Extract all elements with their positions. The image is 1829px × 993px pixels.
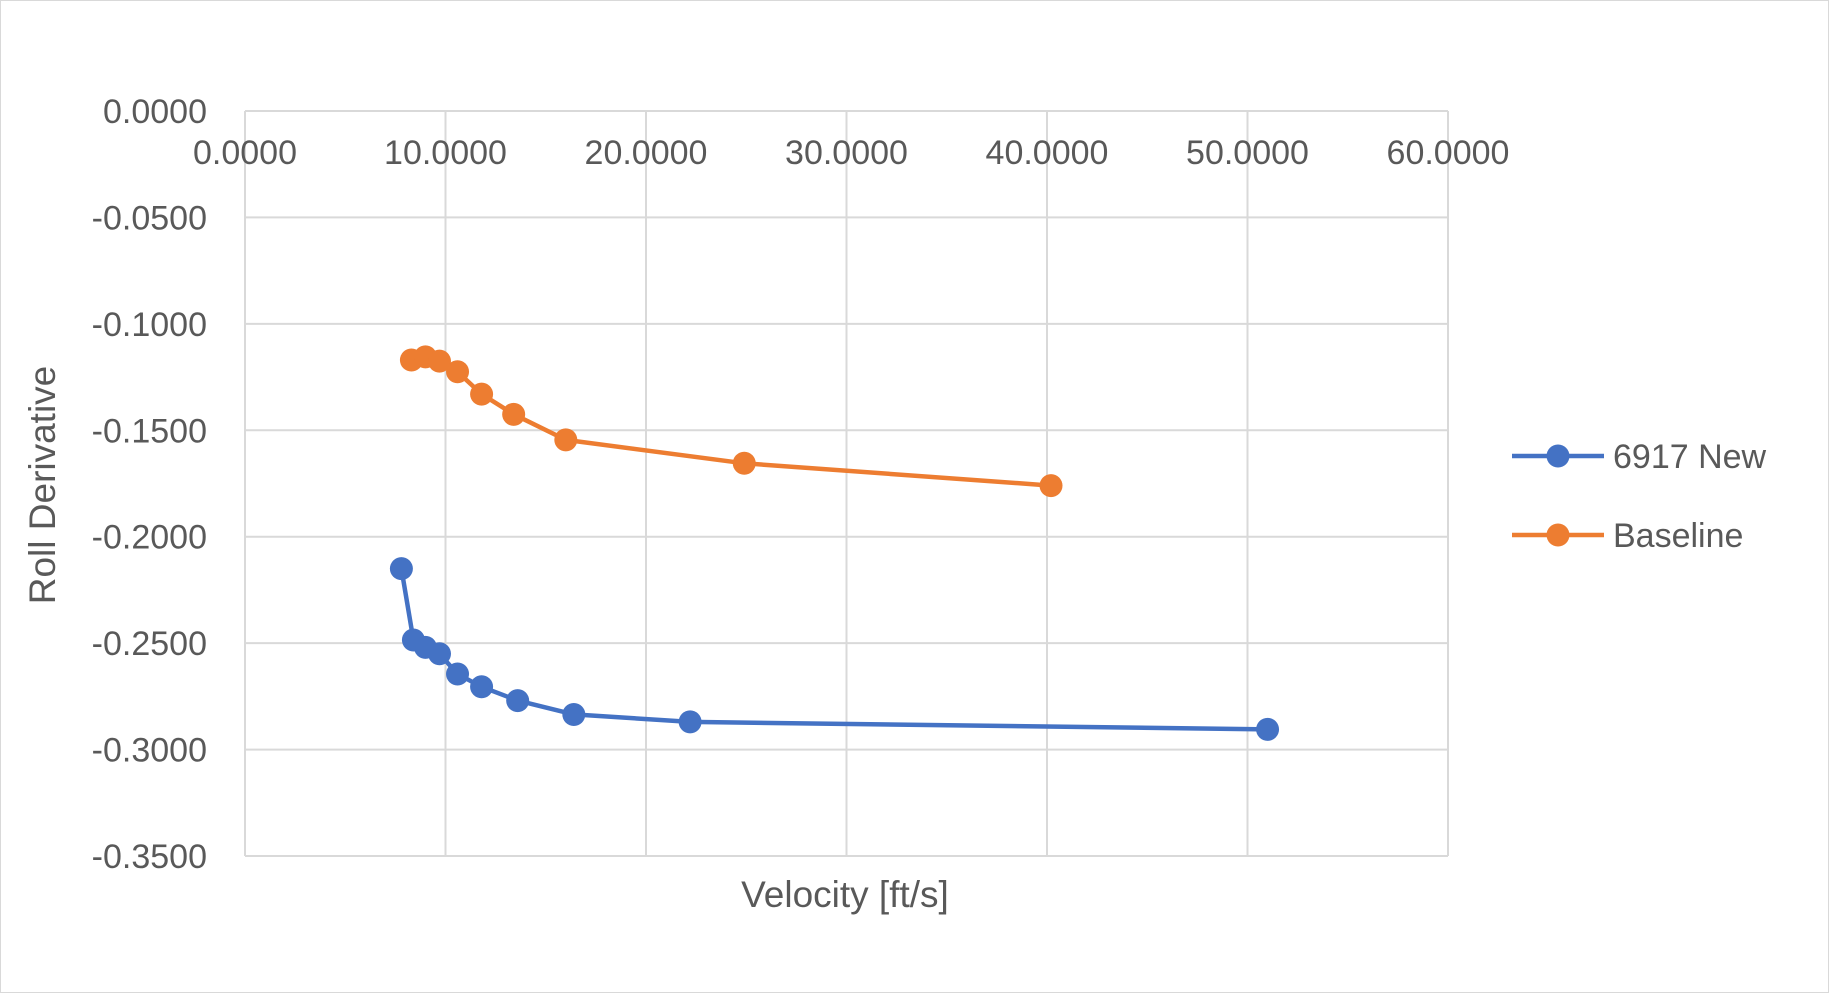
x-axis-title: Velocity [ft/s] [741,874,949,915]
data-point [389,557,413,581]
y-tick-label: -0.2000 [92,519,207,557]
x-tick-label: 40.0000 [986,134,1109,172]
data-point [562,702,586,726]
data-point [1039,474,1063,498]
data-point [554,428,578,452]
x-tick-label: 60.0000 [1387,134,1510,172]
legend-label: Baseline [1613,517,1743,555]
data-point [427,642,451,666]
legend-item: Baseline [1512,517,1743,555]
legend-item: 6917 New [1512,438,1767,476]
data-point [1256,717,1280,741]
y-tick-label: -0.1000 [92,306,207,344]
x-tick-label: 20.0000 [585,134,708,172]
series-0 [389,557,1280,741]
gridlines [244,110,1449,857]
x-tick-label: 10.0000 [384,134,507,172]
y-tick-label: -0.2500 [92,625,207,663]
y-tick-label: 0.0000 [103,93,207,131]
y-tick-label: -0.3000 [92,732,207,770]
legend-marker [1546,444,1570,468]
series-line [399,568,1268,732]
series-layer [389,345,1280,741]
data-point [427,349,451,373]
y-axis-title: Roll Derivative [22,366,63,605]
data-point [470,382,494,406]
data-point [502,402,526,426]
data-point [732,451,756,475]
data-point [470,675,494,699]
series-1 [399,345,1063,498]
x-tick-label: 30.0000 [785,134,908,172]
y-tick-label: -0.3500 [92,838,207,876]
data-point [446,360,470,384]
legend-marker [1546,523,1570,547]
data-point [678,710,702,734]
y-tick-label: -0.0500 [92,199,207,237]
legend-label: 6917 New [1613,438,1767,476]
data-point [446,662,470,686]
legend: 6917 New Baseline [1512,438,1767,555]
x-tick-labels: 0.0000 10.0000 20.0000 30.0000 40.0000 50.000… [193,134,1509,172]
y-tick-label: -0.1500 [92,412,207,450]
data-point [506,689,530,713]
x-tick-label: 0.0000 [193,134,297,172]
x-tick-label: 50.0000 [1186,134,1309,172]
y-tick-labels: 0.0000 -0.0500 -0.1000 -0.1500 -0.2000 -0.250… [92,93,207,876]
